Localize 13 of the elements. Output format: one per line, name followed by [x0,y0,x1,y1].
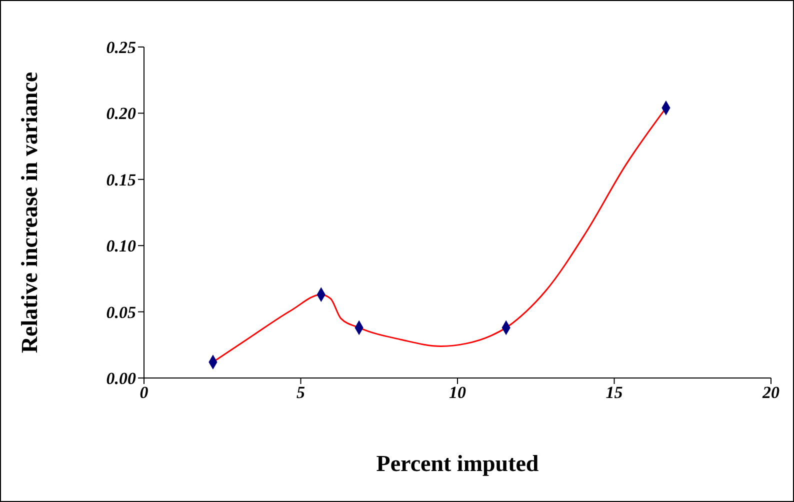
x-tick-label: 5 [296,383,306,402]
y-tick-label: 0.15 [106,170,136,190]
x-tick-label: 0 [140,383,149,402]
y-tick-label: 0.25 [106,38,136,58]
x-axis-title: Percent imputed [376,451,539,476]
x-tick-label: 10 [449,383,466,402]
x-tick-label: 15 [606,383,624,402]
y-tick-label: 0.00 [106,369,136,388]
x-tick-label: 20 [762,383,780,402]
y-axis-title: Relative increase in variance [17,72,42,354]
y-tick-label: 0.05 [106,302,136,322]
y-tick-label: 0.20 [106,104,136,124]
y-tick-label: 0.10 [106,236,136,256]
